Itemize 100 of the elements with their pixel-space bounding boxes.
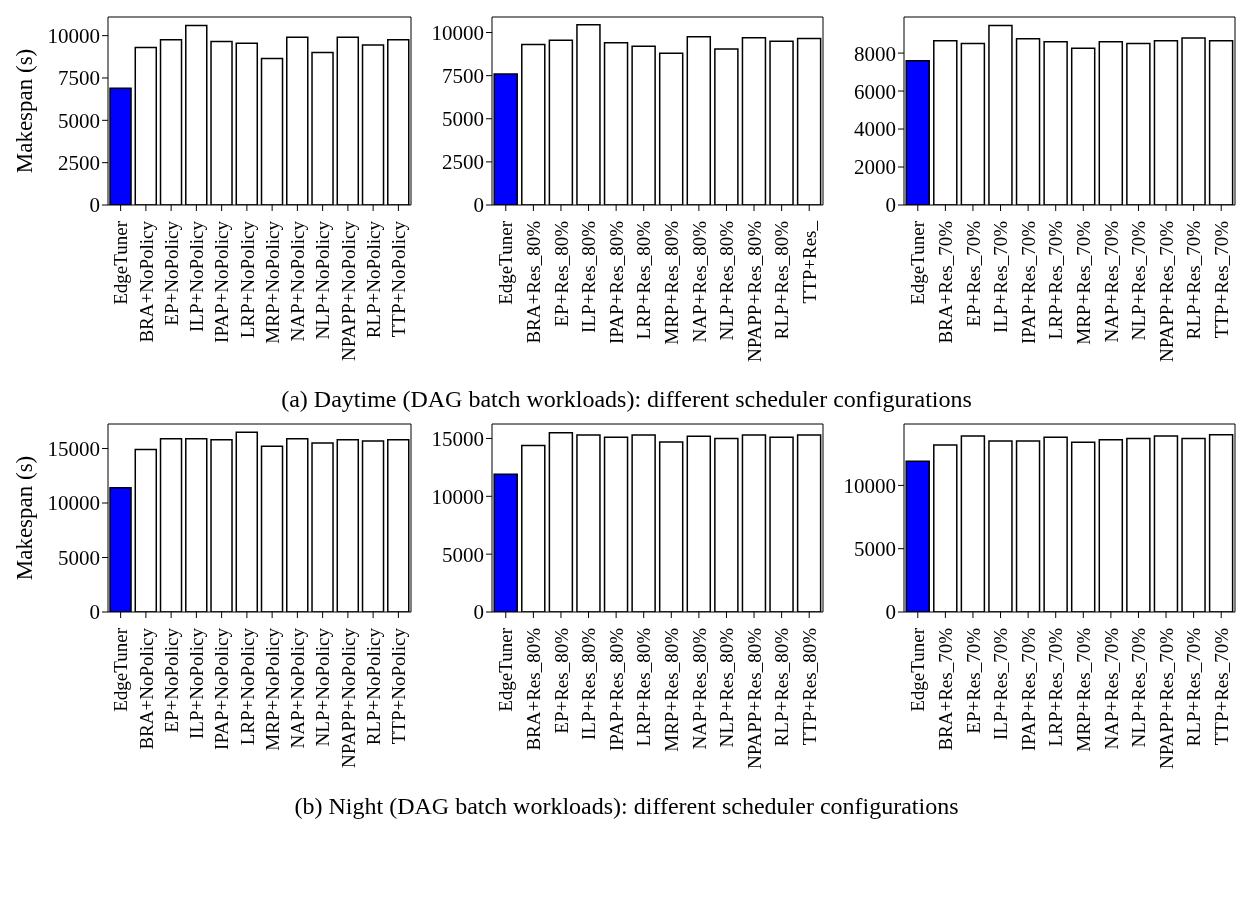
x-tick-label: NLP+Res_80% [716, 627, 738, 748]
x-tick-label: IPAP+Res_70% [1017, 220, 1039, 344]
y-tick-label: 10000 [431, 20, 484, 45]
y-tick-label: 0 [89, 193, 100, 218]
x-tick-label: NPAPP+NoPolicy [337, 627, 359, 768]
y-tick-label: 15000 [431, 426, 484, 451]
x-tick-label: TTP+Res_80% [798, 627, 820, 746]
x-tick-label: ILP+Res_80% [578, 220, 600, 334]
y-tick-label: 0 [885, 600, 896, 625]
y-tick-label: 0 [89, 600, 100, 625]
y-axis-title: Makespan (s) [12, 48, 38, 174]
x-tick-label: LRP+Res_70% [1045, 627, 1067, 747]
x-tick-label: NLP+Res_70% [1128, 627, 1150, 748]
x-tick-label: EP+NoPolicy [160, 627, 182, 733]
y-tick-label: 10000 [431, 484, 484, 509]
y-tick-label: 15000 [47, 436, 100, 461]
x-tick-label: BRA+Res_70% [935, 627, 957, 751]
x-tick-label: ILP+Res_70% [990, 220, 1012, 334]
x-tick-label: IPAP+NoPolicy [211, 627, 233, 750]
x-tick-label: EdgeTuner [110, 220, 132, 305]
x-tick-label: LRP+NoPolicy [236, 627, 258, 746]
x-tick-label: NLP+Res_70% [1128, 220, 1150, 341]
x-tick-label: EP+Res_80% [550, 220, 572, 327]
y-axis-title: Makespan (s) [12, 455, 38, 581]
x-tick-label: NPAPP+Res_80% [743, 220, 765, 362]
x-tick-label: MRP+NoPolicy [261, 220, 283, 344]
y-tick-label: 7500 [442, 64, 484, 89]
text: (a) Daytime (DAG batch workloads): different scheduler configurations [280, 385, 973, 414]
x-tick-label: MRP+Res_70% [1072, 220, 1094, 345]
y-tick-label: 6000 [854, 79, 896, 104]
x-tick-label: RLP+NoPolicy [362, 627, 384, 746]
y-tick-label: 0 [473, 193, 484, 218]
x-tick-label: NAP+Res_80% [688, 220, 710, 343]
x-tick-label: ILP+NoPolicy [186, 627, 208, 739]
x-tick-label: NAP+Res_70% [1100, 627, 1122, 750]
x-tick-label: IPAP+Res_80% [605, 220, 627, 344]
y-tick-label: 10000 [843, 473, 896, 498]
x-tick-label: EdgeTuner [495, 220, 517, 305]
x-tick-label: TTP+Res_70% [1210, 220, 1232, 339]
y-tick-label: 5000 [442, 542, 484, 567]
x-tick-label: BRA+Res_80% [523, 627, 545, 751]
y-tick-label: 5000 [442, 107, 484, 132]
x-tick-label: NAP+Res_70% [1100, 220, 1122, 343]
x-tick-label: LRP+Res_80% [633, 220, 655, 340]
x-tick-label: MRP+Res_80% [660, 220, 682, 345]
x-tick-label: NAP+NoPolicy [287, 220, 309, 342]
x-tick-label: EdgeTuner [907, 627, 929, 712]
x-tick-label: RLP+Res_80% [771, 220, 793, 340]
x-tick-label: NAP+Res_80% [688, 627, 710, 750]
x-tick-label: LRP+NoPolicy [236, 220, 258, 339]
y-tick-label: 0 [473, 600, 484, 625]
x-tick-label: RLP+Res_70% [1183, 220, 1205, 340]
y-tick-label: 10000 [47, 24, 100, 49]
x-tick-label: TTP+Res_ [798, 220, 820, 304]
x-tick-label: TTP+NoPolicy [388, 627, 410, 745]
x-tick-label: NAP+NoPolicy [287, 627, 309, 749]
x-tick-label: TTP+NoPolicy [388, 220, 410, 338]
x-tick-label: ILP+Res_80% [578, 627, 600, 741]
x-tick-label: EP+Res_70% [962, 627, 984, 734]
x-tick-label: EdgeTuner [495, 627, 517, 712]
x-tick-label: MRP+Res_70% [1072, 627, 1094, 752]
x-tick-label: TTP+Res_70% [1210, 627, 1232, 746]
y-tick-label: 8000 [854, 41, 896, 66]
x-tick-label: EdgeTuner [110, 627, 132, 712]
text: (b) Night (DAG batch workloads): different scheduler configurations [293, 792, 960, 821]
x-tick-label: BRA+Res_80% [523, 220, 545, 344]
y-tick-label: 5000 [854, 537, 896, 562]
x-tick-label: RLP+NoPolicy [362, 220, 384, 339]
y-tick-label: 2500 [442, 150, 484, 175]
x-tick-label: NLP+NoPolicy [312, 627, 334, 747]
x-tick-label: NPAPP+Res_70% [1155, 627, 1177, 769]
x-tick-label: BRA+NoPolicy [135, 627, 157, 750]
x-tick-label: MRP+NoPolicy [261, 627, 283, 751]
x-tick-label: RLP+Res_80% [771, 627, 793, 747]
x-tick-label: NLP+Res_80% [716, 220, 738, 341]
x-tick-label: EP+Res_80% [550, 627, 572, 734]
x-tick-label: RLP+Res_70% [1183, 627, 1205, 747]
x-tick-label: IPAP+NoPolicy [211, 220, 233, 343]
x-tick-label: EdgeTuner [907, 220, 929, 305]
y-tick-label: 2500 [58, 151, 100, 176]
y-tick-label: 10000 [47, 491, 100, 516]
x-tick-label: BRA+Res_70% [935, 220, 957, 344]
x-tick-label: ILP+NoPolicy [186, 220, 208, 332]
x-tick-label: EP+NoPolicy [160, 220, 182, 326]
x-tick-label: NPAPP+Res_70% [1155, 220, 1177, 362]
y-tick-label: 7500 [58, 66, 100, 91]
x-tick-label: MRP+Res_80% [660, 627, 682, 752]
y-tick-label: 4000 [854, 117, 896, 142]
x-tick-label: BRA+NoPolicy [135, 220, 157, 343]
x-tick-label: IPAP+Res_70% [1017, 627, 1039, 751]
y-tick-label: 5000 [58, 108, 100, 133]
y-tick-label: 5000 [58, 545, 100, 570]
x-tick-label: LRP+Res_80% [633, 627, 655, 747]
x-tick-label: EP+Res_70% [962, 220, 984, 327]
y-tick-label: 2000 [854, 155, 896, 180]
x-tick-label: NPAPP+NoPolicy [337, 220, 359, 361]
x-tick-label: ILP+Res_70% [990, 627, 1012, 741]
x-tick-label: LRP+Res_70% [1045, 220, 1067, 340]
x-tick-label: NLP+NoPolicy [312, 220, 334, 340]
x-tick-label: NPAPP+Res_80% [743, 627, 765, 769]
